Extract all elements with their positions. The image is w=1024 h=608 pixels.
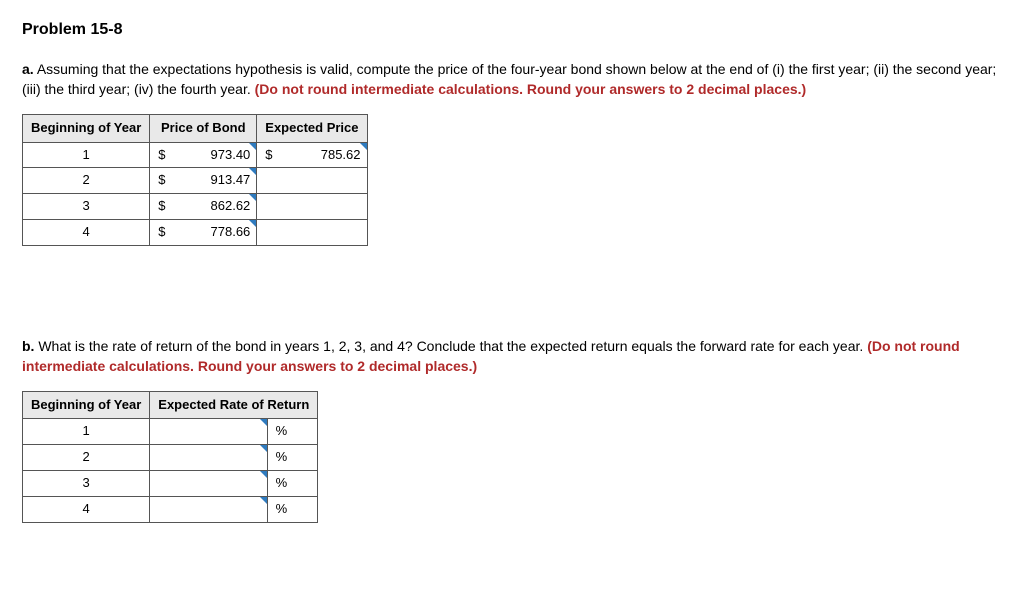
edit-notch-icon (260, 445, 267, 452)
expected-input[interactable]: $ 785.62 (257, 142, 367, 168)
col-header-year: Beginning of Year (23, 114, 150, 142)
table-row: 4 $ 778.66 (23, 220, 368, 246)
year-cell: 3 (23, 471, 150, 497)
price-cell: $ 913.47 (150, 168, 257, 194)
year-cell: 4 (23, 496, 150, 522)
col-header-expected: Expected Price (257, 114, 367, 142)
unit-label: % (267, 471, 318, 497)
return-input[interactable] (150, 445, 267, 471)
expected-input[interactable] (257, 194, 367, 220)
edit-notch-icon (260, 419, 267, 426)
col-header-return: Expected Rate of Return (150, 391, 318, 419)
price-cell: $ 973.40 (150, 142, 257, 168)
price-value: 862.62 (172, 194, 257, 219)
price-cell: $ 862.62 (150, 194, 257, 220)
table-row: 1 $ 973.40 $ 785.62 (23, 142, 368, 168)
table-row: 2 $ 913.47 (23, 168, 368, 194)
part-b-text: What is the rate of return of the bond i… (38, 338, 867, 354)
rate-of-return-table: Beginning of Year Expected Rate of Retur… (22, 391, 318, 523)
price-value: 913.47 (172, 168, 257, 193)
table-row: 2 % (23, 445, 318, 471)
edit-notch-icon (249, 220, 256, 227)
edit-notch-icon (249, 168, 256, 175)
currency-symbol: $ (150, 194, 171, 219)
table-row: 3 % (23, 471, 318, 497)
edit-notch-icon (360, 143, 367, 150)
edit-notch-icon (260, 497, 267, 504)
price-cell: $ 778.66 (150, 220, 257, 246)
problem-title: Problem 15-8 (22, 18, 1002, 41)
currency-symbol: $ (257, 143, 278, 168)
edit-notch-icon (249, 194, 256, 201)
return-input[interactable] (150, 471, 267, 497)
unit-label: % (267, 419, 318, 445)
year-cell: 3 (23, 194, 150, 220)
year-cell: 1 (23, 419, 150, 445)
edit-notch-icon (260, 471, 267, 478)
part-a-rounding-note: (Do not round intermediate calculations.… (255, 81, 807, 97)
edit-notch-icon (249, 143, 256, 150)
table-row: 4 % (23, 496, 318, 522)
return-input[interactable] (150, 419, 267, 445)
unit-label: % (267, 496, 318, 522)
unit-label: % (267, 445, 318, 471)
expected-value: 785.62 (279, 143, 367, 168)
currency-symbol: $ (150, 168, 171, 193)
bond-price-table: Beginning of Year Price of Bond Expected… (22, 114, 368, 246)
price-value: 778.66 (172, 220, 257, 245)
part-b-prompt: b. What is the rate of return of the bon… (22, 336, 1002, 377)
col-header-price: Price of Bond (150, 114, 257, 142)
part-a-prompt: a. Assuming that the expectations hypoth… (22, 59, 1002, 100)
col-header-year: Beginning of Year (23, 391, 150, 419)
year-cell: 4 (23, 220, 150, 246)
table-row: 3 $ 862.62 (23, 194, 368, 220)
year-cell: 1 (23, 142, 150, 168)
expected-input[interactable] (257, 220, 367, 246)
part-b-label: b. (22, 338, 34, 354)
return-input[interactable] (150, 496, 267, 522)
year-cell: 2 (23, 168, 150, 194)
table-row: 1 % (23, 419, 318, 445)
price-value: 973.40 (172, 143, 257, 168)
part-a-label: a. (22, 61, 34, 77)
currency-symbol: $ (150, 143, 171, 168)
expected-input[interactable] (257, 168, 367, 194)
currency-symbol: $ (150, 220, 171, 245)
year-cell: 2 (23, 445, 150, 471)
